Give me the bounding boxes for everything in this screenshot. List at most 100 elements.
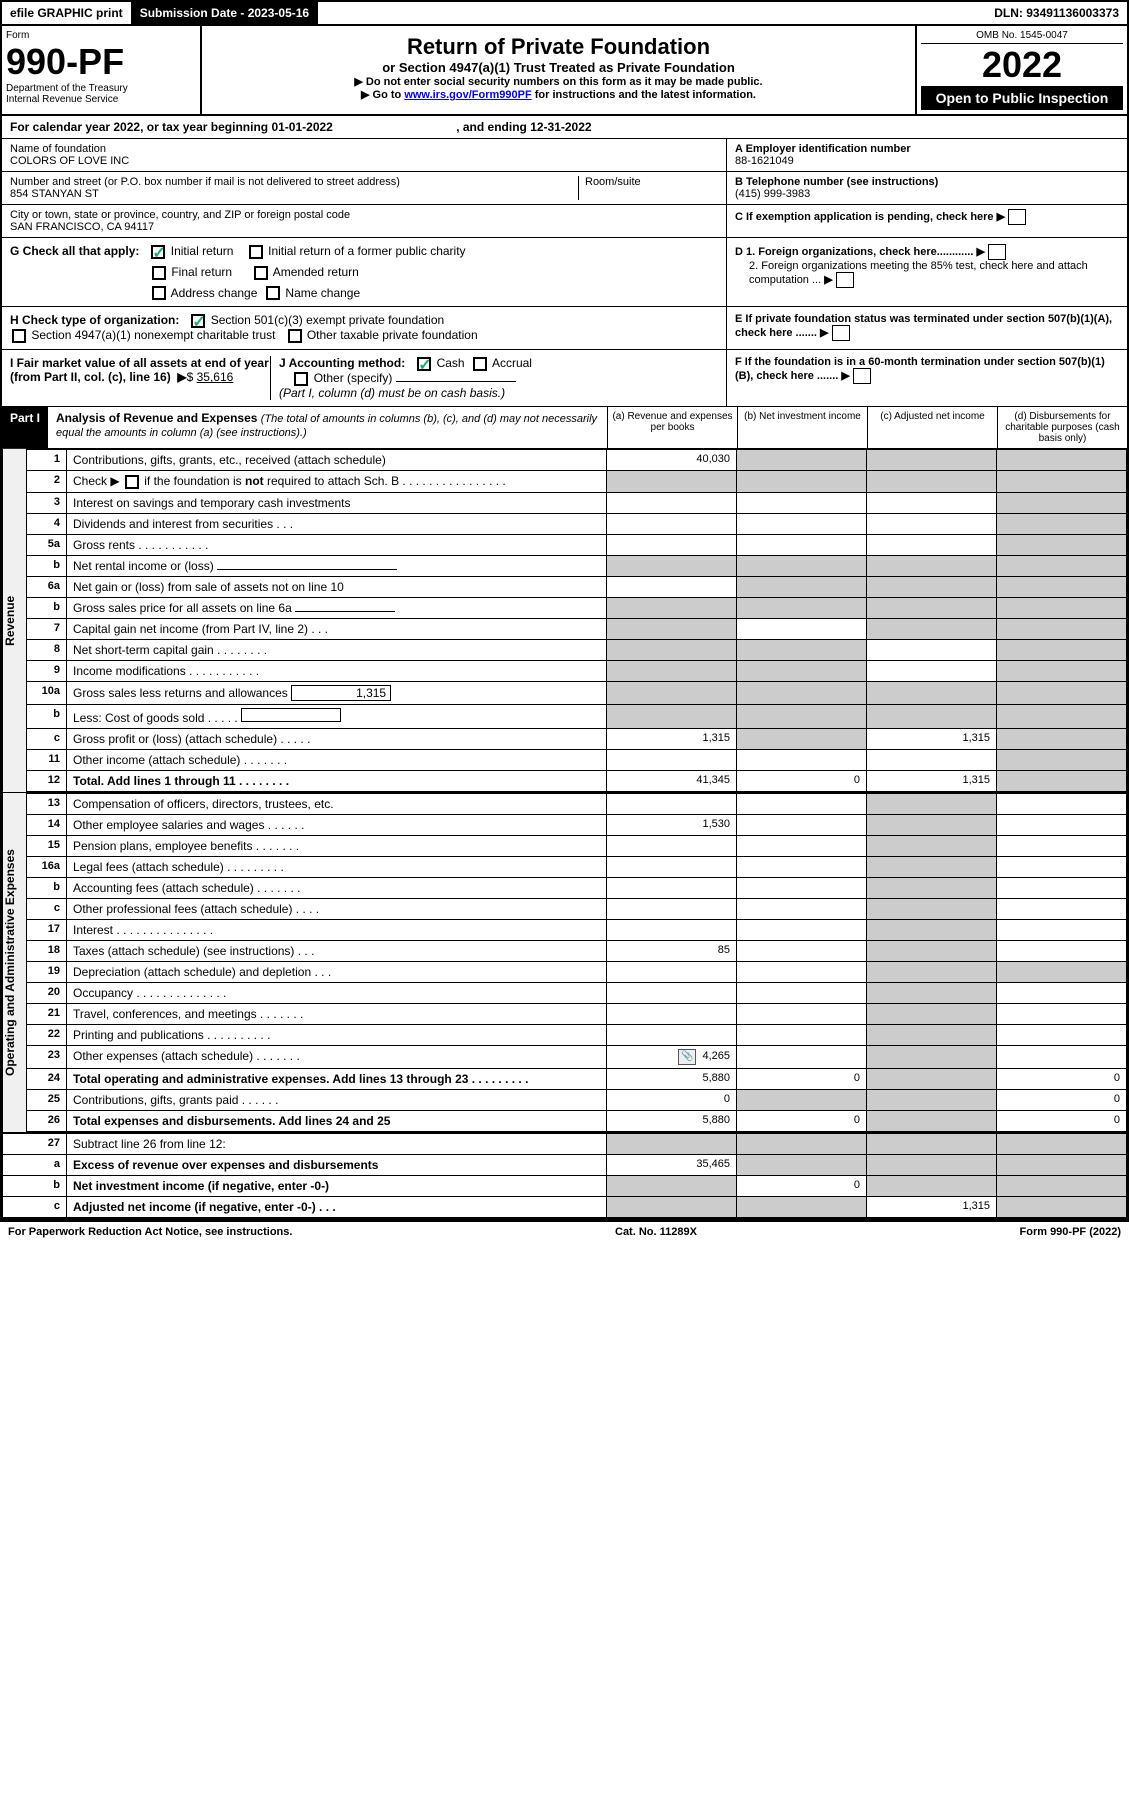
h-other: Other taxable private foundation: [307, 328, 478, 342]
h-block: H Check type of organization: Section 50…: [2, 307, 727, 349]
table-row: 6aNet gain or (loss) from sale of assets…: [27, 576, 1127, 597]
table-row: 27Subtract line 26 from line 12:: [3, 1133, 1127, 1154]
table-row: 23Other expenses (attach schedule) . . .…: [27, 1045, 1127, 1068]
table-row: 24Total operating and administrative exp…: [27, 1068, 1127, 1089]
calendar-year-line: For calendar year 2022, or tax year begi…: [2, 116, 1127, 139]
amended-checkbox[interactable]: [254, 266, 268, 280]
omb: OMB No. 1545-0047: [921, 30, 1123, 44]
dln: DLN: 93491136003373: [986, 2, 1127, 24]
table-row: bNet investment income (if negative, ent…: [3, 1175, 1127, 1196]
table-row: bNet rental income or (loss): [27, 555, 1127, 576]
form-number: 990-PF: [6, 41, 196, 83]
h-e-section: H Check type of organization: Section 50…: [2, 307, 1127, 350]
i-value: 35,616: [197, 370, 234, 384]
col-d-hdr: (d) Disbursements for charitable purpose…: [997, 407, 1127, 448]
efile-label: efile GRAPHIC print: [2, 2, 132, 24]
j-accrual: Accrual: [492, 356, 532, 370]
ein-block: A Employer identification number 88-1621…: [727, 139, 1127, 171]
schb-checkbox[interactable]: [125, 475, 139, 489]
table-row: cGross profit or (loss) (attach schedule…: [27, 728, 1127, 749]
e-block: E If private foundation status was termi…: [727, 307, 1127, 349]
form-note1: ▶ Do not enter social security numbers o…: [210, 75, 907, 88]
city-label: City or town, state or province, country…: [10, 209, 718, 221]
501c3-checkbox[interactable]: [191, 314, 205, 328]
i-j-block: I Fair market value of all assets at end…: [2, 350, 727, 406]
other-taxable-checkbox[interactable]: [288, 329, 302, 343]
table-row: 21Travel, conferences, and meetings . . …: [27, 1003, 1127, 1024]
addr-change-checkbox[interactable]: [152, 286, 166, 300]
f-label: F If the foundation is in a 60-month ter…: [735, 356, 1105, 382]
g-addr-change: Address change: [171, 286, 258, 300]
g-initial: Initial return: [171, 244, 234, 258]
ein-label: A Employer identification number: [735, 143, 1119, 155]
city-pending-row: City or town, state or province, country…: [2, 205, 1127, 238]
other-method-checkbox[interactable]: [294, 372, 308, 386]
h-label: H Check type of organization:: [10, 313, 179, 327]
expenses-section: Operating and Administrative Expenses 13…: [2, 793, 1127, 1133]
g-block: G Check all that apply: Initial return I…: [2, 238, 727, 306]
f-block: F If the foundation is in a 60-month ter…: [727, 350, 1127, 406]
table-row: 3Interest on savings and temporary cash …: [27, 492, 1127, 513]
accrual-checkbox[interactable]: [473, 357, 487, 371]
footer: For Paperwork Reduction Act Notice, see …: [0, 1220, 1129, 1242]
foundation-name-block: Name of foundation COLORS OF LOVE INC: [2, 139, 727, 171]
d-block: D 1. Foreign organizations, check here..…: [727, 238, 1127, 306]
name-label: Name of foundation: [10, 143, 718, 155]
f-checkbox[interactable]: [853, 368, 871, 384]
attachment-icon[interactable]: 📎: [678, 1049, 696, 1065]
form-subtitle: or Section 4947(a)(1) Trust Treated as P…: [210, 60, 907, 75]
cash-checkbox[interactable]: [417, 357, 431, 371]
g-label: G Check all that apply:: [10, 244, 139, 258]
table-row: 5aGross rents . . . . . . . . . . .: [27, 534, 1127, 555]
col-a-hdr: (a) Revenue and expenses per books: [607, 407, 737, 448]
c-label: C If exemption application is pending, c…: [735, 211, 994, 223]
table-row: 15Pension plans, employee benefits . . .…: [27, 835, 1127, 856]
name-change-checkbox[interactable]: [266, 286, 280, 300]
initial-former-checkbox[interactable]: [249, 245, 263, 259]
phone-label: B Telephone number (see instructions): [735, 176, 1119, 188]
table-row: 17Interest . . . . . . . . . . . . . . .: [27, 919, 1127, 940]
irs-link[interactable]: www.irs.gov/Form990PF: [404, 89, 531, 101]
d2-checkbox[interactable]: [836, 272, 854, 288]
table-row: 19Depreciation (attach schedule) and dep…: [27, 961, 1127, 982]
pending-block: C If exemption application is pending, c…: [727, 205, 1127, 237]
d1-checkbox[interactable]: [988, 244, 1006, 260]
form-label: Form: [6, 30, 196, 41]
ein: 88-1621049: [735, 155, 1119, 167]
initial-return-checkbox[interactable]: [151, 245, 165, 259]
table-row: 22Printing and publications . . . . . . …: [27, 1024, 1127, 1045]
table-row: 20Occupancy . . . . . . . . . . . . . .: [27, 982, 1127, 1003]
j-cash: Cash: [437, 356, 465, 370]
part1-desc: Analysis of Revenue and Expenses (The to…: [48, 407, 607, 448]
table-row: bGross sales price for all assets on lin…: [27, 597, 1127, 618]
foundation-name: COLORS OF LOVE INC: [10, 155, 718, 167]
j-label: J Accounting method:: [279, 356, 405, 370]
table-row: 4Dividends and interest from securities …: [27, 513, 1127, 534]
city: SAN FRANCISCO, CA 94117: [10, 221, 718, 233]
table-row: 25Contributions, gifts, grants paid . . …: [27, 1089, 1127, 1110]
street-address: 854 STANYAN ST: [10, 188, 578, 200]
table-row: bLess: Cost of goods sold . . . . .: [27, 704, 1127, 728]
table-row: 26Total expenses and disbursements. Add …: [27, 1110, 1127, 1131]
room-label: Room/suite: [578, 176, 718, 200]
header-left: Form 990-PF Department of the Treasury I…: [2, 26, 202, 114]
summary-table: 27Subtract line 26 from line 12: aExcess…: [2, 1133, 1127, 1218]
part1-title: Analysis of Revenue and Expenses: [56, 411, 257, 425]
header-right: OMB No. 1545-0047 2022 Open to Public In…: [917, 26, 1127, 114]
footer-mid: Cat. No. 11289X: [615, 1226, 697, 1238]
c-checkbox[interactable]: [1008, 209, 1026, 225]
table-row: aExcess of revenue over expenses and dis…: [3, 1154, 1127, 1175]
table-row: 7Capital gain net income (from Part IV, …: [27, 618, 1127, 639]
form-note2: ▶ Go to www.irs.gov/Form990PF for instru…: [210, 88, 907, 101]
e-checkbox[interactable]: [832, 325, 850, 341]
revenue-side-label: Revenue: [2, 449, 26, 792]
top-bar: efile GRAPHIC print Submission Date - 20…: [2, 2, 1127, 26]
header: Form 990-PF Department of the Treasury I…: [2, 26, 1127, 116]
phone-block: B Telephone number (see instructions) (4…: [727, 172, 1127, 204]
table-row: 8Net short-term capital gain . . . . . .…: [27, 639, 1127, 660]
final-return-checkbox[interactable]: [152, 266, 166, 280]
phone: (415) 999-3983: [735, 188, 1119, 200]
table-row: 13Compensation of officers, directors, t…: [27, 793, 1127, 814]
4947-checkbox[interactable]: [12, 329, 26, 343]
footer-right: Form 990-PF (2022): [1020, 1226, 1122, 1238]
